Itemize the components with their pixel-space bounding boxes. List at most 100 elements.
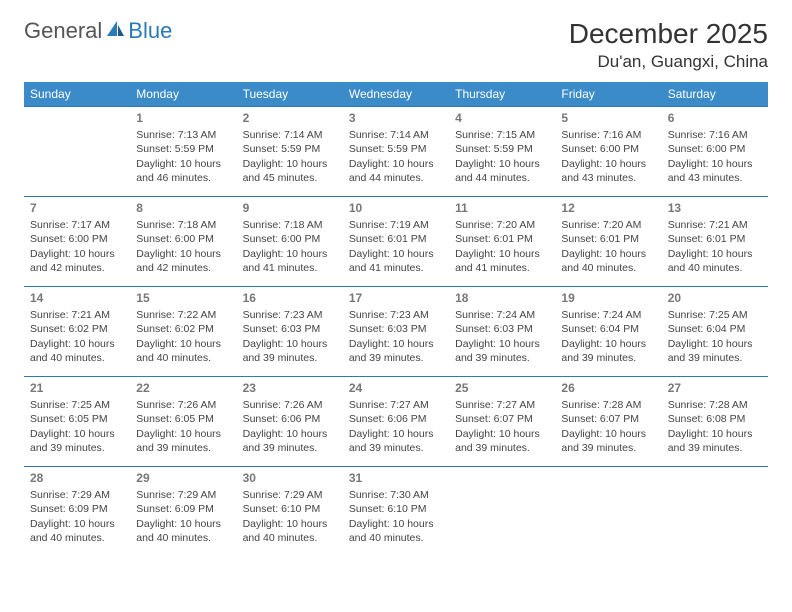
daylight-text: and 40 minutes. [668, 261, 762, 275]
calendar-day-cell: 22Sunrise: 7:26 AMSunset: 6:05 PMDayligh… [130, 377, 236, 467]
daylight-text: and 39 minutes. [349, 441, 443, 455]
location-subtitle: Du'an, Guangxi, China [569, 52, 768, 72]
daylight-text: Daylight: 10 hours [349, 157, 443, 171]
sunrise-text: Sunrise: 7:16 AM [668, 128, 762, 142]
daylight-text: Daylight: 10 hours [455, 427, 549, 441]
day-number: 11 [455, 200, 549, 216]
calendar-day-cell: 28Sunrise: 7:29 AMSunset: 6:09 PMDayligh… [24, 467, 130, 557]
sunset-text: Sunset: 6:08 PM [668, 412, 762, 426]
day-number: 21 [30, 380, 124, 396]
daylight-text: Daylight: 10 hours [668, 247, 762, 261]
daylight-text: and 40 minutes. [136, 531, 230, 545]
daylight-text: and 44 minutes. [349, 171, 443, 185]
daylight-text: Daylight: 10 hours [30, 247, 124, 261]
calendar-day-cell: 13Sunrise: 7:21 AMSunset: 6:01 PMDayligh… [662, 197, 768, 287]
day-number: 25 [455, 380, 549, 396]
sunrise-text: Sunrise: 7:23 AM [349, 308, 443, 322]
daylight-text: and 41 minutes. [349, 261, 443, 275]
sunset-text: Sunset: 6:09 PM [136, 502, 230, 516]
sunrise-text: Sunrise: 7:18 AM [243, 218, 337, 232]
calendar-day-cell: 24Sunrise: 7:27 AMSunset: 6:06 PMDayligh… [343, 377, 449, 467]
day-number: 29 [136, 470, 230, 486]
sunrise-text: Sunrise: 7:19 AM [349, 218, 443, 232]
sunrise-text: Sunrise: 7:30 AM [349, 488, 443, 502]
sunset-text: Sunset: 6:05 PM [30, 412, 124, 426]
sunrise-text: Sunrise: 7:26 AM [136, 398, 230, 412]
daylight-text: and 39 minutes. [349, 351, 443, 365]
daylight-text: and 43 minutes. [668, 171, 762, 185]
daylight-text: Daylight: 10 hours [455, 157, 549, 171]
sunset-text: Sunset: 6:01 PM [668, 232, 762, 246]
calendar-day-cell: 5Sunrise: 7:16 AMSunset: 6:00 PMDaylight… [555, 107, 661, 197]
daylight-text: and 39 minutes. [561, 351, 655, 365]
calendar-day-cell: 2Sunrise: 7:14 AMSunset: 5:59 PMDaylight… [237, 107, 343, 197]
sunrise-text: Sunrise: 7:26 AM [243, 398, 337, 412]
calendar-day-cell: 15Sunrise: 7:22 AMSunset: 6:02 PMDayligh… [130, 287, 236, 377]
calendar-day-cell: 11Sunrise: 7:20 AMSunset: 6:01 PMDayligh… [449, 197, 555, 287]
daylight-text: and 41 minutes. [243, 261, 337, 275]
day-number: 30 [243, 470, 337, 486]
day-number: 28 [30, 470, 124, 486]
daylight-text: Daylight: 10 hours [561, 247, 655, 261]
day-number: 18 [455, 290, 549, 306]
calendar-day-cell: 29Sunrise: 7:29 AMSunset: 6:09 PMDayligh… [130, 467, 236, 557]
sunset-text: Sunset: 5:59 PM [136, 142, 230, 156]
daylight-text: and 39 minutes. [243, 351, 337, 365]
day-number: 9 [243, 200, 337, 216]
sunset-text: Sunset: 6:00 PM [668, 142, 762, 156]
sunset-text: Sunset: 6:00 PM [136, 232, 230, 246]
sunset-text: Sunset: 6:01 PM [561, 232, 655, 246]
sunrise-text: Sunrise: 7:27 AM [455, 398, 549, 412]
daylight-text: Daylight: 10 hours [561, 157, 655, 171]
sunset-text: Sunset: 6:00 PM [30, 232, 124, 246]
daylight-text: and 40 minutes. [30, 531, 124, 545]
day-number: 13 [668, 200, 762, 216]
sunrise-text: Sunrise: 7:28 AM [668, 398, 762, 412]
sunset-text: Sunset: 6:02 PM [30, 322, 124, 336]
brand-part1: General [24, 18, 102, 44]
daylight-text: Daylight: 10 hours [561, 427, 655, 441]
sunrise-text: Sunrise: 7:24 AM [455, 308, 549, 322]
daylight-text: and 39 minutes. [668, 351, 762, 365]
day-number: 8 [136, 200, 230, 216]
daylight-text: and 46 minutes. [136, 171, 230, 185]
calendar-day-cell: 3Sunrise: 7:14 AMSunset: 5:59 PMDaylight… [343, 107, 449, 197]
calendar-day-cell: 23Sunrise: 7:26 AMSunset: 6:06 PMDayligh… [237, 377, 343, 467]
sail-icon [104, 19, 126, 44]
calendar-day-cell: 14Sunrise: 7:21 AMSunset: 6:02 PMDayligh… [24, 287, 130, 377]
sunrise-text: Sunrise: 7:29 AM [243, 488, 337, 502]
day-number: 10 [349, 200, 443, 216]
sunset-text: Sunset: 6:01 PM [349, 232, 443, 246]
daylight-text: Daylight: 10 hours [30, 517, 124, 531]
calendar-body: 1Sunrise: 7:13 AMSunset: 5:59 PMDaylight… [24, 107, 768, 557]
day-number: 17 [349, 290, 443, 306]
calendar-week-row: 14Sunrise: 7:21 AMSunset: 6:02 PMDayligh… [24, 287, 768, 377]
calendar-day-cell: 19Sunrise: 7:24 AMSunset: 6:04 PMDayligh… [555, 287, 661, 377]
day-number: 7 [30, 200, 124, 216]
daylight-text: and 39 minutes. [455, 441, 549, 455]
weekday-header: Monday [130, 82, 236, 107]
day-number: 1 [136, 110, 230, 126]
sunset-text: Sunset: 6:00 PM [561, 142, 655, 156]
daylight-text: and 39 minutes. [561, 441, 655, 455]
sunset-text: Sunset: 5:59 PM [349, 142, 443, 156]
sunset-text: Sunset: 6:03 PM [349, 322, 443, 336]
sunset-text: Sunset: 6:04 PM [561, 322, 655, 336]
day-number: 22 [136, 380, 230, 396]
sunset-text: Sunset: 6:00 PM [243, 232, 337, 246]
weekday-header: Sunday [24, 82, 130, 107]
sunset-text: Sunset: 6:10 PM [349, 502, 443, 516]
daylight-text: and 40 minutes. [349, 531, 443, 545]
calendar-day-cell [662, 467, 768, 557]
daylight-text: Daylight: 10 hours [136, 517, 230, 531]
calendar-day-cell: 18Sunrise: 7:24 AMSunset: 6:03 PMDayligh… [449, 287, 555, 377]
daylight-text: Daylight: 10 hours [30, 427, 124, 441]
daylight-text: and 40 minutes. [136, 351, 230, 365]
daylight-text: and 39 minutes. [455, 351, 549, 365]
calendar-week-row: 21Sunrise: 7:25 AMSunset: 6:05 PMDayligh… [24, 377, 768, 467]
daylight-text: Daylight: 10 hours [243, 157, 337, 171]
day-number: 4 [455, 110, 549, 126]
sunrise-text: Sunrise: 7:14 AM [349, 128, 443, 142]
calendar-day-cell: 12Sunrise: 7:20 AMSunset: 6:01 PMDayligh… [555, 197, 661, 287]
calendar-day-cell: 7Sunrise: 7:17 AMSunset: 6:00 PMDaylight… [24, 197, 130, 287]
